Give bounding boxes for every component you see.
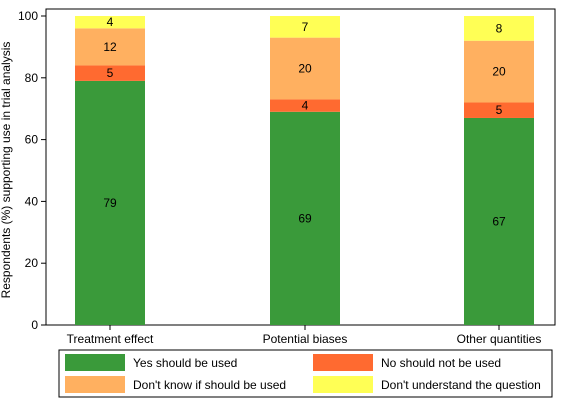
bar-segment-label: 4: [107, 15, 114, 29]
bar-segment: [464, 102, 534, 118]
y-tick-label: 0: [31, 318, 38, 332]
bar-segment: [270, 99, 340, 112]
bars: 79 5 12 4 69 4 20 7 67 5 20 8: [75, 15, 534, 325]
x-axis: Treatment effect Potential biases Other qu…: [67, 325, 542, 346]
bar-segment: [75, 16, 145, 29]
legend-swatch: [65, 354, 125, 371]
bar-segment: [75, 80, 145, 325]
legend-label: No should not be used: [381, 356, 501, 370]
legend-label: Don't understand the question: [381, 378, 541, 392]
bar-segment-label: 20: [492, 65, 506, 79]
bar-segment-label: 8: [496, 21, 503, 35]
bar-segment-label: 4: [302, 99, 309, 113]
bar-segment: [270, 111, 340, 325]
bar-segment-label: 12: [103, 40, 117, 54]
bar-segment-label: 67: [492, 214, 506, 228]
bar-segment: [270, 37, 340, 100]
legend-label: Yes should be used: [133, 356, 237, 370]
x-tick-label: Treatment effect: [67, 332, 154, 346]
y-axis-label: Respondents (%) supporting use in trial …: [0, 42, 13, 299]
x-tick-label: Potential biases: [263, 332, 348, 346]
bar-segment-label: 79: [103, 196, 117, 210]
bar-segment: [464, 16, 534, 41]
bar-segment-label: 20: [298, 62, 312, 76]
bar-segment: [75, 65, 145, 81]
legend: Yes should be used No should not be used D…: [58, 349, 553, 398]
bar-segment-label: 5: [496, 103, 503, 117]
bar-segment: [464, 40, 534, 103]
bar-segment: [270, 16, 340, 38]
bar-segment: [75, 28, 145, 66]
y-tick-label: 100: [18, 9, 38, 23]
legend-swatch: [313, 354, 373, 371]
legend-label: Don't know if should be used: [133, 378, 286, 392]
legend-box: [58, 349, 553, 398]
y-tick-label: 60: [25, 133, 39, 147]
bar-segment-label: 7: [302, 20, 309, 34]
y-tick-label: 80: [25, 71, 39, 85]
y-tick-label: 40: [25, 194, 39, 208]
legend-swatch: [65, 376, 125, 393]
bar-segment: [464, 117, 534, 325]
x-tick-label: Other quantities: [457, 332, 542, 346]
legend-swatch: [313, 376, 373, 393]
bar-segment-label: 5: [107, 66, 114, 80]
y-tick-label: 20: [25, 256, 39, 270]
y-axis: 0 20 40 60 80 100: [18, 9, 46, 332]
bar-segment-label: 69: [298, 211, 312, 225]
